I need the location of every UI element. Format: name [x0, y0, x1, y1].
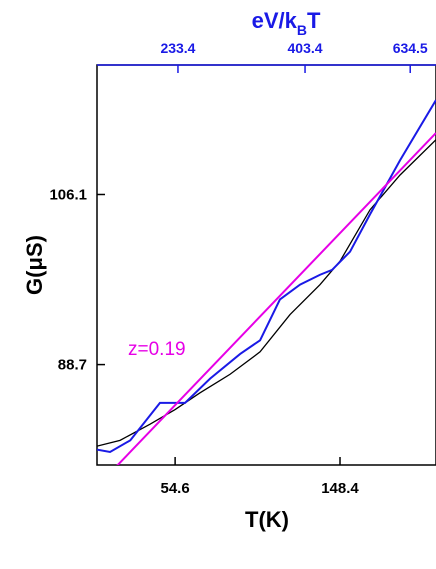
plot-area	[97, 99, 436, 465]
y-tick-label: 88.7	[58, 357, 87, 374]
x2-tick-label: 403.4	[288, 40, 323, 56]
x2-tick-label: 634.5	[393, 40, 428, 56]
y-axis-label: G(μS)	[22, 235, 47, 295]
plot-frame	[96, 64, 436, 466]
x-tick-label: 54.6	[161, 480, 190, 497]
x2-axis-label: eV/kBT	[252, 8, 321, 38]
series-line	[116, 132, 436, 465]
x-axis-label: T(K)	[245, 507, 289, 532]
x2-tick-label: 233.4	[160, 40, 195, 56]
x2-label-sub: B	[297, 22, 307, 38]
series-line	[97, 139, 436, 447]
series-line	[97, 99, 436, 454]
x-tick-label: 148.4	[321, 480, 359, 497]
annotation: z=0.19	[128, 339, 186, 360]
x2-label-part: T	[307, 8, 321, 33]
y-tick-label: 106.1	[49, 186, 87, 203]
x2-label-part: eV/k	[252, 8, 298, 33]
